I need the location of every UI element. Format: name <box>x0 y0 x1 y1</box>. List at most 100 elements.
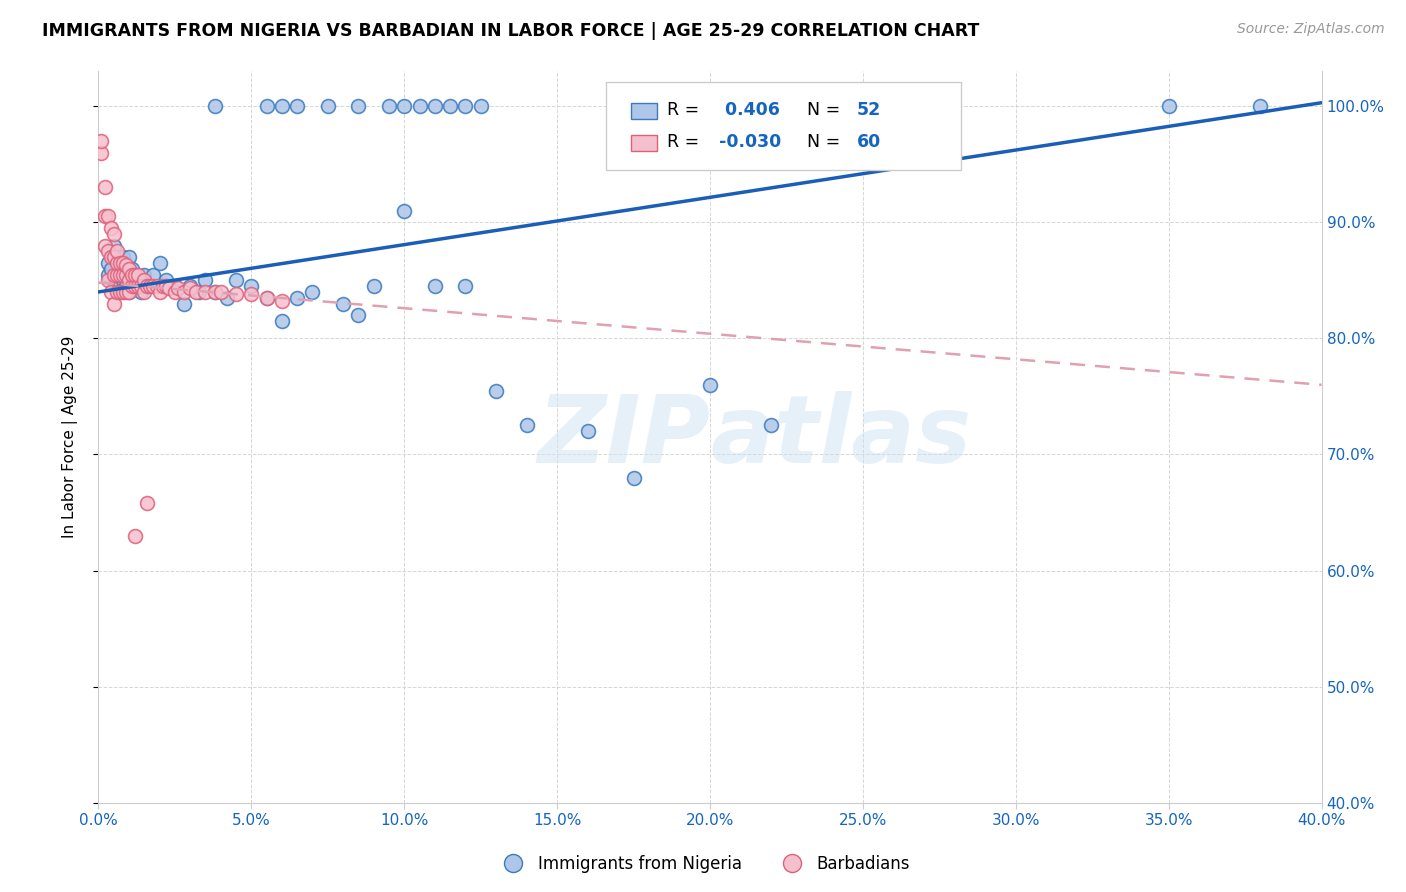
Point <box>454 99 477 113</box>
Point <box>121 268 143 282</box>
Text: N =: N = <box>796 101 845 120</box>
Point <box>129 279 152 293</box>
Point <box>90 145 112 160</box>
Point <box>134 273 156 287</box>
Point <box>392 99 416 113</box>
Point <box>155 273 177 287</box>
Point <box>204 285 226 299</box>
Point <box>97 273 120 287</box>
Point <box>118 273 141 287</box>
Point <box>134 285 156 299</box>
Text: ZIP: ZIP <box>537 391 710 483</box>
Text: R =: R = <box>668 101 704 120</box>
Point <box>163 279 186 293</box>
Point <box>142 279 165 293</box>
Point <box>93 210 115 224</box>
Point <box>127 279 149 293</box>
Point <box>759 418 782 433</box>
Point <box>576 424 599 438</box>
Point <box>516 418 538 433</box>
Point <box>270 99 292 113</box>
Point <box>105 268 128 282</box>
Point <box>392 203 416 218</box>
Point <box>188 285 211 299</box>
Point <box>270 294 292 309</box>
Point <box>124 268 146 282</box>
Point <box>118 250 141 264</box>
Point <box>173 285 195 299</box>
Point <box>142 268 165 282</box>
Point <box>256 291 278 305</box>
Text: IMMIGRANTS FROM NIGERIA VS BARBADIAN IN LABOR FORCE | AGE 25-29 CORRELATION CHAR: IMMIGRANTS FROM NIGERIA VS BARBADIAN IN … <box>42 22 980 40</box>
Point <box>1249 99 1271 113</box>
Point <box>136 279 159 293</box>
Point <box>103 250 125 264</box>
Point <box>423 99 446 113</box>
Point <box>111 268 134 282</box>
Point <box>439 99 461 113</box>
Point <box>97 268 120 282</box>
Point <box>108 256 131 270</box>
Point <box>152 279 174 293</box>
Point <box>204 99 226 113</box>
Point <box>285 291 308 305</box>
Point <box>209 285 232 299</box>
Text: 60: 60 <box>856 133 882 152</box>
Text: 52: 52 <box>856 101 882 120</box>
Point <box>149 256 172 270</box>
Point <box>145 279 167 293</box>
Point <box>103 238 125 252</box>
Point <box>100 250 122 264</box>
Point <box>167 281 190 295</box>
Point <box>256 291 278 305</box>
Point <box>347 99 370 113</box>
Point <box>105 256 128 270</box>
Point <box>118 261 141 276</box>
Point <box>173 296 195 310</box>
Point <box>285 99 308 113</box>
Point <box>103 268 125 282</box>
Point <box>215 291 238 305</box>
Point <box>225 273 247 287</box>
Point <box>347 308 370 322</box>
Point <box>124 279 146 293</box>
Point <box>136 496 159 510</box>
Point <box>378 99 401 113</box>
Point <box>485 384 508 398</box>
Point <box>105 250 128 264</box>
Point <box>454 279 477 293</box>
Point <box>108 268 131 282</box>
Text: N =: N = <box>796 133 845 152</box>
Point <box>115 279 138 293</box>
Point <box>100 285 122 299</box>
Point <box>240 287 263 301</box>
Point <box>115 268 138 282</box>
Point <box>699 377 721 392</box>
Point <box>134 268 156 282</box>
Y-axis label: In Labor Force | Age 25-29: In Labor Force | Age 25-29 <box>62 336 77 538</box>
Text: atlas: atlas <box>710 391 972 483</box>
Point <box>470 99 492 113</box>
Point <box>108 285 131 299</box>
Point <box>301 285 323 299</box>
Legend: Immigrants from Nigeria, Barbadians: Immigrants from Nigeria, Barbadians <box>489 848 917 880</box>
Point <box>111 285 134 299</box>
Point <box>108 268 131 282</box>
Point <box>111 250 134 264</box>
Point <box>129 285 152 299</box>
Point <box>103 227 125 241</box>
Point <box>121 279 143 293</box>
Point <box>194 285 217 299</box>
Point <box>111 256 134 270</box>
Point <box>127 268 149 282</box>
Point <box>256 99 278 113</box>
FancyBboxPatch shape <box>606 82 960 170</box>
Text: R =: R = <box>668 133 704 152</box>
Point <box>103 279 125 293</box>
Point <box>105 285 128 299</box>
Point <box>155 279 177 293</box>
Point <box>408 99 430 113</box>
Text: Source: ZipAtlas.com: Source: ZipAtlas.com <box>1237 22 1385 37</box>
Point <box>240 279 263 293</box>
Text: 0.406: 0.406 <box>718 101 779 120</box>
